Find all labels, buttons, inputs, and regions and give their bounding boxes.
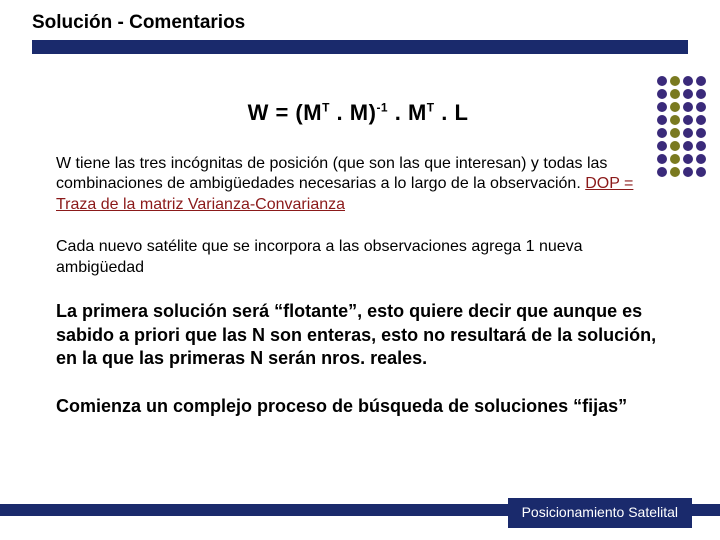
dot	[657, 76, 667, 86]
dot	[670, 154, 680, 164]
dot	[683, 115, 693, 125]
formula: W = (MT . M)-1 . MT . L	[56, 100, 660, 126]
dot	[670, 141, 680, 151]
title-underline-bar	[32, 40, 688, 54]
dot	[670, 102, 680, 112]
dot	[670, 76, 680, 86]
formula-suffix: . L	[435, 100, 469, 125]
dot	[683, 102, 693, 112]
paragraph-4: Comienza un complejo proceso de búsqueda…	[56, 395, 660, 418]
dot	[670, 128, 680, 138]
dot	[696, 167, 706, 177]
dot	[683, 76, 693, 86]
paragraph-1: W tiene las tres incógnitas de posición …	[56, 154, 660, 215]
formula-sup-3: T	[427, 101, 435, 115]
paragraph-1-text: W tiene las tres incógnitas de posición …	[56, 155, 607, 192]
title-area: Solución - Comentarios	[32, 12, 688, 54]
formula-sup-1: T	[322, 101, 330, 115]
dot	[683, 141, 693, 151]
formula-mid-2: . M	[388, 100, 427, 125]
dot	[696, 141, 706, 151]
formula-mid-1: . M)	[330, 100, 377, 125]
dot	[670, 89, 680, 99]
paragraph-2: Cada nuevo satélite que se incorpora a l…	[56, 237, 660, 278]
dot	[696, 89, 706, 99]
dot	[670, 115, 680, 125]
dot	[683, 154, 693, 164]
footer-text: Posicionamiento Satelital	[522, 504, 678, 520]
dot	[683, 167, 693, 177]
slide-title: Solución - Comentarios	[32, 12, 688, 34]
paragraph-3: La primera solución será “flotante”, est…	[56, 300, 660, 370]
dot	[696, 154, 706, 164]
dot	[670, 167, 680, 177]
dot	[696, 76, 706, 86]
slide: Solución - Comentarios W = (MT . M)-1 . …	[0, 0, 720, 540]
decorative-dot-grid	[657, 76, 706, 177]
dot	[696, 102, 706, 112]
dot	[683, 89, 693, 99]
dot	[696, 128, 706, 138]
body-area: W = (MT . M)-1 . MT . L W tiene las tres…	[56, 100, 660, 442]
formula-prefix: W = (M	[248, 100, 323, 125]
dot	[683, 128, 693, 138]
formula-sup-2: -1	[376, 101, 388, 115]
dot	[657, 89, 667, 99]
footer-box: Posicionamiento Satelital	[508, 498, 692, 528]
dot	[696, 115, 706, 125]
